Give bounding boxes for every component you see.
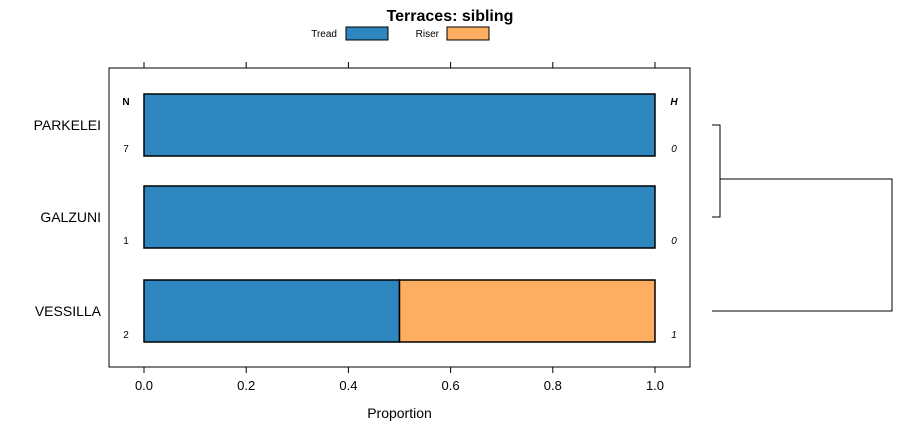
bar-vessilla-riser (398, 279, 656, 343)
x-tick-label: 0.6 (442, 378, 460, 393)
legend-label-tread: Tread (311, 29, 337, 40)
dendrogram (712, 124, 893, 312)
bars (143, 93, 656, 343)
h-value-parkelei: 0 (671, 144, 677, 155)
x-axis-label: Proportion (367, 405, 432, 421)
legend: Tread Riser (311, 26, 490, 41)
bar-galzuni-tread (143, 185, 656, 249)
legend-swatch-tread (345, 26, 389, 41)
n-value-vessilla: 2 (123, 330, 129, 341)
row-label-vessilla: VESSILLA (35, 303, 102, 319)
row-labels: PARKELEI 7 0 GALZUNI 1 0 VESSILLA 2 1 (34, 117, 678, 341)
h-value-vessilla: 1 (671, 330, 677, 341)
dendrogram-branch-outer (712, 178, 893, 312)
x-tick-label: 1.0 (646, 378, 664, 393)
bar-vessilla-tread (143, 279, 401, 343)
h-header: H (670, 97, 678, 108)
n-value-parkelei: 7 (123, 144, 129, 155)
x-tick-label: 0.8 (544, 378, 562, 393)
n-header: N (122, 97, 129, 108)
bar-parkelei-tread (143, 93, 656, 157)
x-tick-label: 0.4 (339, 378, 357, 393)
legend-swatch-riser (446, 26, 490, 41)
chart-title: Terraces: sibling (387, 8, 514, 25)
x-tick-label: 0.0 (135, 378, 153, 393)
h-value-galzuni: 0 (671, 236, 677, 247)
n-value-galzuni: 1 (123, 236, 129, 247)
row-label-galzuni: GALZUNI (40, 209, 101, 225)
row-label-parkelei: PARKELEI (34, 117, 101, 133)
plot-frame (108, 67, 691, 368)
legend-label-riser: Riser (416, 29, 440, 40)
x-tick-label: 0.2 (237, 378, 255, 393)
x-axis: 0.0 0.2 0.4 0.6 0.8 1.0 (135, 62, 664, 393)
dendrogram-branch-inner (712, 124, 721, 218)
